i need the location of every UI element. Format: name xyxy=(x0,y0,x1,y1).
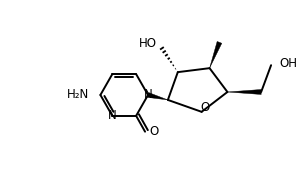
Polygon shape xyxy=(147,93,168,100)
Polygon shape xyxy=(210,41,222,68)
Text: OH: OH xyxy=(279,57,297,70)
Text: O: O xyxy=(200,101,209,114)
Text: N: N xyxy=(144,88,152,102)
Text: HO: HO xyxy=(139,37,157,50)
Text: H₂N: H₂N xyxy=(67,88,89,102)
Text: N: N xyxy=(108,109,117,122)
Text: O: O xyxy=(149,125,159,138)
Polygon shape xyxy=(227,89,261,94)
